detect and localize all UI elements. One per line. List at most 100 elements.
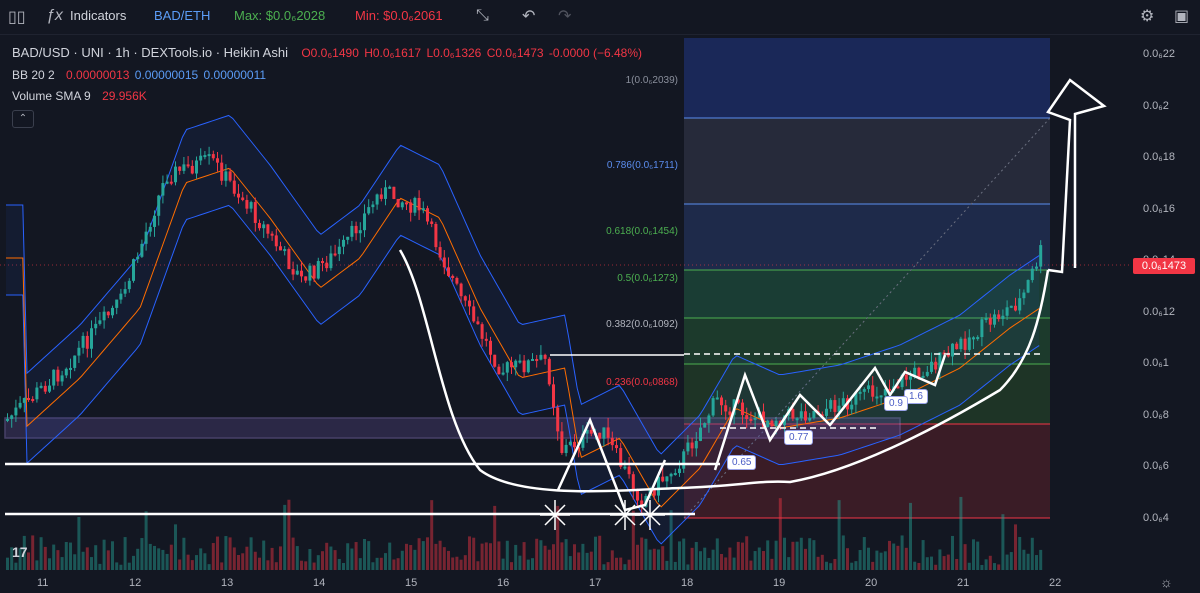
volume-bar [354, 542, 358, 570]
volume-bar [153, 545, 156, 570]
volume-bar [232, 547, 236, 570]
volume-bar [547, 549, 551, 570]
candle [913, 367, 917, 377]
volume-bar [501, 558, 505, 570]
candle [598, 432, 602, 439]
volume-bar [220, 562, 224, 570]
volume-bar [728, 547, 732, 570]
axis-settings-icon[interactable]: ☼ [1160, 574, 1173, 590]
candle [337, 246, 341, 255]
volume-bar [573, 544, 576, 570]
price-tick-label: 0.0₆8 [1143, 408, 1169, 421]
volume-bar [867, 547, 870, 570]
volume-bar [90, 557, 93, 570]
volume-bar [606, 562, 610, 570]
volume-bar [631, 510, 635, 570]
volume-bar [409, 545, 413, 570]
volume-bar [661, 546, 665, 570]
time-tick-label: 18 [681, 577, 694, 589]
candle [825, 408, 828, 416]
candle [728, 411, 732, 415]
camera-icon[interactable]: ▣ [1174, 8, 1190, 25]
candle [111, 307, 114, 316]
fullscreen-icon[interactable]: ⤡ [476, 7, 489, 24]
volume-bar [678, 541, 681, 570]
candle [186, 164, 190, 167]
volume-bar [602, 564, 606, 570]
volume-bar [854, 561, 858, 570]
volume-bar [459, 559, 463, 570]
volume-bar [615, 557, 618, 570]
candle [157, 195, 161, 216]
ohlc-open: O0.0₆1490 [301, 46, 359, 60]
volume-bar [169, 544, 173, 570]
volume-bar [808, 538, 812, 570]
candle [875, 396, 879, 399]
volume-bar [850, 562, 854, 570]
symbol-title[interactable]: BAD/USD · UNI · 1h · DEXTools.io · Heiki… [12, 45, 288, 60]
volume-bar [762, 551, 765, 570]
volume-bar [942, 556, 946, 570]
pair-button[interactable]: BAD/ETH [154, 8, 211, 23]
candle [396, 198, 400, 208]
volume-bar [463, 555, 467, 570]
time-tick-label: 21 [957, 577, 970, 589]
candle [921, 375, 925, 378]
volume-bar [896, 545, 900, 570]
redo-icon[interactable]: ↷ [558, 8, 572, 25]
candle [102, 311, 106, 321]
fx-icon[interactable]: ƒx [46, 7, 63, 24]
undo-icon[interactable]: ↶ [522, 8, 536, 25]
volume-bar [455, 556, 459, 570]
fib-level-label: 0.382(0.0₆1092) [606, 319, 678, 331]
collapse-legend-button[interactable]: ⌃ [12, 110, 34, 128]
volume-bar [497, 541, 501, 570]
candle [858, 391, 862, 394]
volume-bar [711, 549, 715, 570]
volume-bar [799, 537, 803, 570]
candle [484, 338, 488, 341]
volume-bar [589, 551, 593, 570]
volume-bar [1001, 514, 1005, 570]
candle [799, 411, 803, 419]
settings-icon[interactable]: ⚙ [1140, 8, 1155, 25]
candle [505, 362, 509, 373]
volume-bar [997, 564, 1001, 570]
volume-bar [363, 538, 366, 570]
volume-bar [745, 536, 749, 570]
volume-bar [85, 547, 89, 570]
candle [169, 181, 173, 184]
indicators-button[interactable]: Indicators [70, 8, 127, 23]
candle [115, 299, 119, 308]
volume-bar [568, 556, 572, 570]
price-chart[interactable] [0, 34, 1200, 593]
layout-icon[interactable]: ▯▯ [8, 9, 26, 26]
candle [312, 265, 316, 279]
volume-bar [925, 557, 929, 570]
volume-bar [505, 540, 509, 570]
candle [829, 400, 833, 409]
candle [1022, 292, 1026, 299]
candle [1035, 266, 1038, 269]
candle [955, 343, 959, 350]
volume-bar [81, 551, 85, 570]
ratio-badge: 0.65 [727, 455, 757, 470]
candle [694, 440, 698, 449]
symbol-legend: BAD/USD · UNI · 1h · DEXTools.io · Heiki… [12, 45, 644, 60]
volume-bar [976, 541, 980, 570]
volume-bar [610, 550, 614, 570]
price-tick-label: 0.0₆4 [1143, 511, 1169, 524]
volume-bar [199, 548, 203, 570]
volume-legend[interactable]: Volume SMA 9 29.956K [12, 89, 149, 103]
bb-legend[interactable]: BB 20 2 0.00000013 0.00000015 0.00000011 [12, 68, 268, 82]
volume-bar [812, 540, 816, 570]
candle [888, 388, 891, 391]
volume-bar [783, 537, 786, 570]
candle [346, 236, 350, 240]
time-tick-label: 13 [221, 577, 234, 589]
volume-bar [358, 558, 362, 570]
candle [291, 269, 295, 275]
volume-bar [1022, 549, 1026, 570]
volume-bar [342, 562, 345, 570]
volume-bar [468, 536, 471, 570]
